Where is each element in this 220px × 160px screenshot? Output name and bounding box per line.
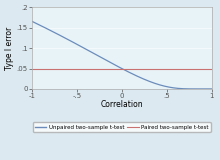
Y-axis label: Type I error: Type I error <box>5 27 14 70</box>
X-axis label: Correlation: Correlation <box>101 100 143 109</box>
Legend: Unpaired two-sample t-test, Paired two-sample t-test: Unpaired two-sample t-test, Paired two-s… <box>33 122 211 132</box>
